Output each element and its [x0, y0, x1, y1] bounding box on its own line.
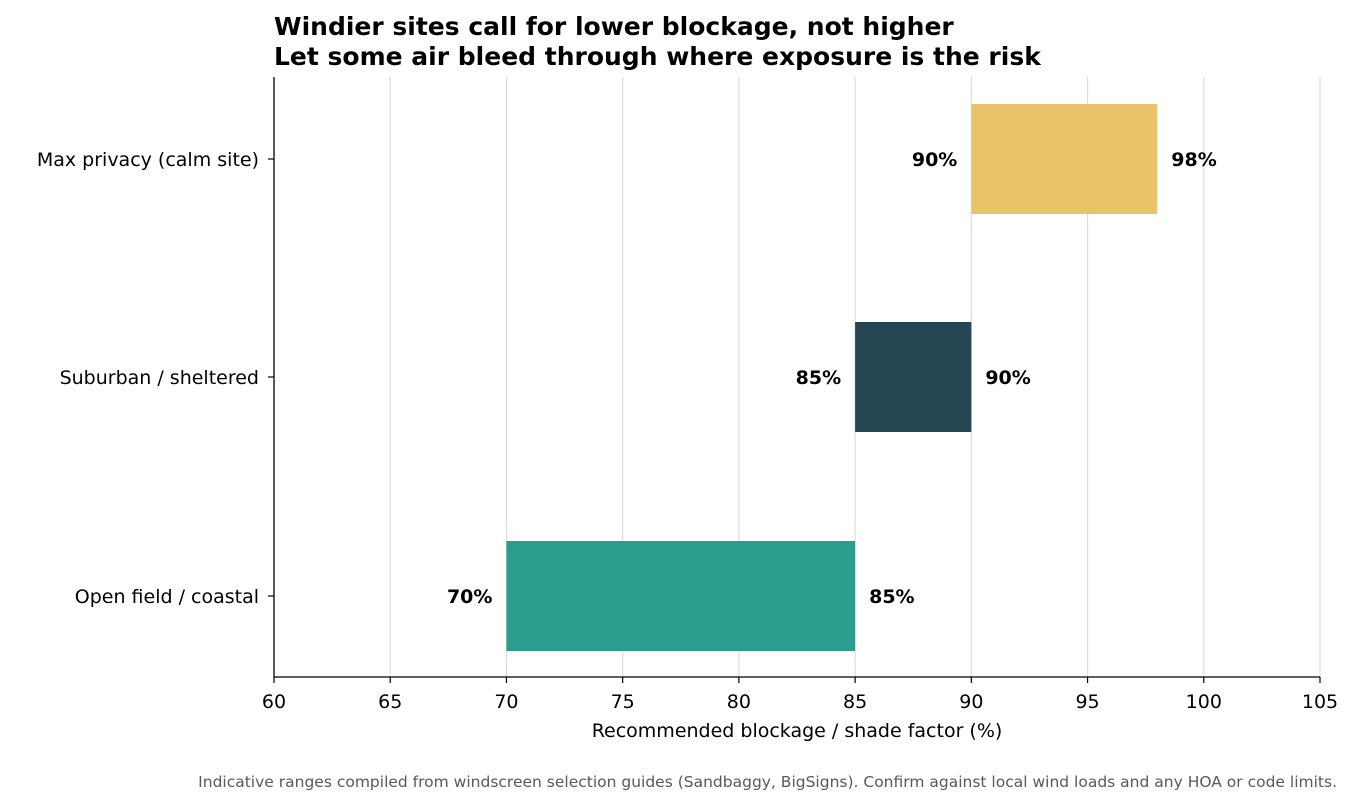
x-tick-label: 65	[378, 691, 402, 713]
x-tick-label: 90	[959, 691, 983, 713]
range-end-label: 85%	[869, 586, 914, 608]
x-tick-label: 95	[1075, 691, 1099, 713]
x-tick-label: 105	[1302, 691, 1338, 713]
x-axis-title: Recommended blockage / shade factor (%)	[592, 720, 1003, 742]
x-tick-label: 85	[843, 691, 867, 713]
chart-title-line-2: Let some air bleed through where exposur…	[274, 42, 1042, 71]
axes	[268, 77, 1321, 683]
range-bar	[855, 322, 972, 432]
range-end-label: 90%	[985, 367, 1030, 389]
labels: 60 65 70 75 80 85 90 95 100 105 Max privacy (calm …	[37, 149, 1338, 713]
footnote: Indicative ranges compiled from windscre…	[198, 773, 1337, 791]
range-bar	[506, 541, 856, 651]
chart-title-line-1: Windier sites call for lower blockage, n…	[274, 12, 954, 41]
bars	[506, 104, 1158, 651]
x-tick-label: 100	[1186, 691, 1222, 713]
category-label: Max privacy (calm site)	[37, 149, 259, 171]
range-start-label: 90%	[912, 149, 957, 171]
x-tick-label: 70	[494, 691, 518, 713]
range-start-label: 85%	[796, 367, 841, 389]
category-label: Open field / coastal	[75, 586, 259, 608]
range-bar	[971, 104, 1158, 214]
x-tick-label: 75	[611, 691, 635, 713]
x-tick-label: 60	[262, 691, 286, 713]
range-end-label: 98%	[1171, 149, 1216, 171]
category-label: Suburban / sheltered	[60, 367, 259, 389]
range-start-label: 70%	[447, 586, 492, 608]
x-tick-label: 80	[727, 691, 751, 713]
